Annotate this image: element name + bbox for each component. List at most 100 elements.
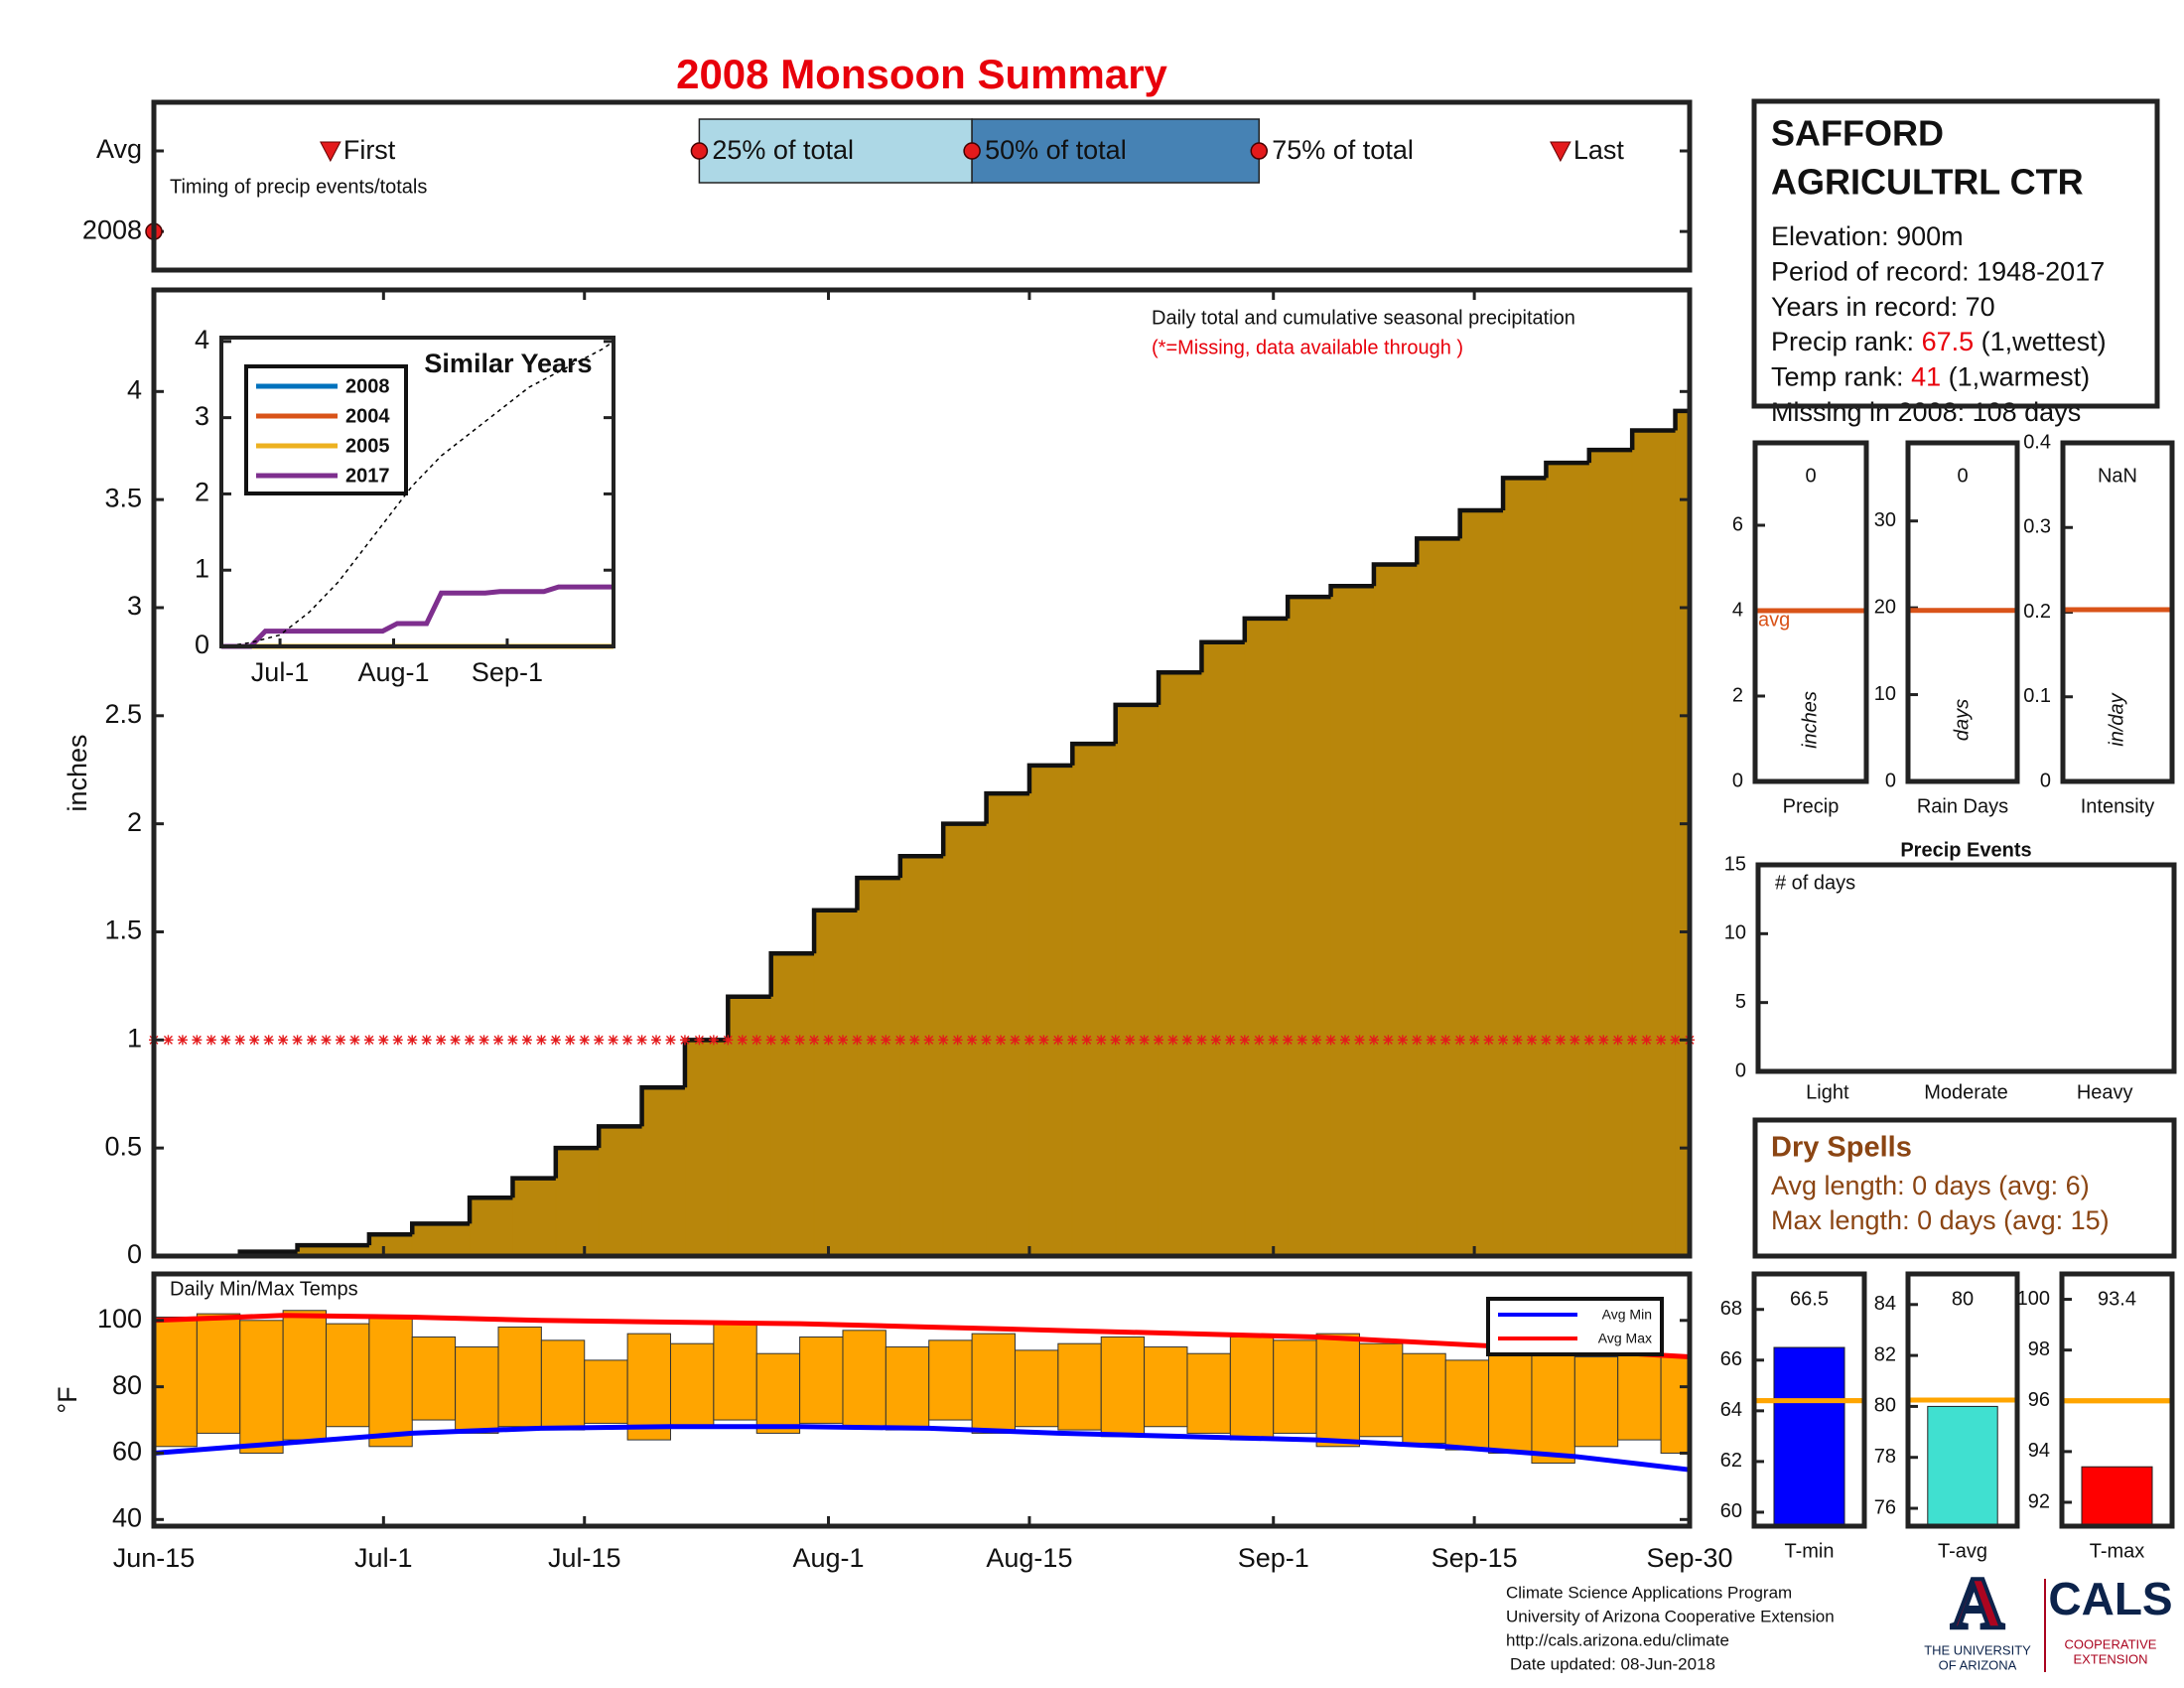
y-tick-label: 40	[112, 1502, 142, 1532]
value-label: 93.4	[2098, 1288, 2136, 1310]
dry-spells-line: Max length: 0 days (avg: 15)	[1771, 1205, 2110, 1235]
temp-range-bar	[497, 1326, 542, 1428]
missing-marker	[1469, 1035, 1480, 1046]
cumulative-area	[1416, 537, 1461, 1257]
station-line: Period of record: 1948-2017	[1771, 257, 2105, 287]
x-tick-label: Light	[1806, 1081, 1849, 1103]
missing-marker	[1325, 1035, 1336, 1046]
step-edge	[1113, 702, 1160, 745]
y-tick-label: 84	[1874, 1293, 1896, 1315]
missing-marker	[492, 1035, 503, 1046]
missing-marker	[651, 1035, 662, 1046]
temp-range-bar	[1229, 1336, 1275, 1441]
y-tick-label: 66	[1720, 1348, 1742, 1370]
station-line: Temp rank: 41 (1,warmest)	[1771, 362, 2090, 392]
y-tick-label: 64	[1720, 1399, 1742, 1421]
missing-marker	[1598, 1035, 1609, 1046]
missing-marker	[866, 1035, 877, 1046]
y-tick-label: 3.5	[104, 483, 142, 512]
y-tick-label: 1	[195, 553, 209, 583]
x-tick-label: Moderate	[1924, 1081, 2008, 1103]
y-tick-label: 98	[2028, 1338, 2050, 1360]
missing-marker	[780, 1035, 791, 1046]
missing-marker	[1641, 1035, 1652, 1046]
station-text: Period of record: 1948-2017	[1771, 257, 2105, 287]
step-edge	[1371, 562, 1418, 587]
missing-marker	[1670, 1035, 1681, 1046]
temp-range-bar	[1057, 1342, 1102, 1431]
y-axis-label: days	[1951, 699, 1973, 741]
panel-frame	[151, 1271, 1693, 1529]
y-tick-label: 0	[2040, 770, 2051, 791]
y-tick-label: 92	[2028, 1490, 2050, 1512]
missing-marker	[192, 1035, 203, 1046]
missing-marker	[1570, 1035, 1580, 1046]
y-tick-label: 4	[127, 374, 142, 404]
panel-note: Timing of precip events/totals	[170, 176, 427, 198]
step-edge	[639, 1084, 685, 1127]
missing-marker	[450, 1035, 461, 1046]
missing-marker	[321, 1035, 332, 1046]
station-text: Temp rank:	[1771, 362, 1911, 392]
cumulative-area	[411, 1222, 471, 1257]
step-edge	[855, 875, 900, 911]
missing-marker	[708, 1035, 719, 1046]
missing-marker	[923, 1035, 934, 1046]
legend-label: 2004	[345, 405, 390, 427]
missing-marker	[996, 1035, 1007, 1046]
marker-label: 75% of total	[1272, 135, 1414, 165]
step-edge	[1328, 583, 1374, 598]
bar	[1773, 1346, 1845, 1527]
cumulative-area	[368, 1233, 413, 1257]
temp-range-bar	[1531, 1349, 1575, 1464]
missing-marker	[1268, 1035, 1279, 1046]
missing-marker	[263, 1035, 274, 1046]
missing-marker	[1368, 1035, 1379, 1046]
missing-marker	[751, 1035, 762, 1046]
panel-frame	[2060, 440, 2175, 784]
missing-marker	[1526, 1035, 1537, 1046]
missing-marker	[1512, 1035, 1523, 1046]
missing-marker	[1254, 1035, 1265, 1046]
missing-marker	[938, 1035, 949, 1046]
panel-frame	[151, 287, 1693, 1259]
station-box	[1751, 98, 2160, 409]
station-name: AGRICULTRL CTR	[1771, 162, 2084, 203]
y-tick-label: 68	[1720, 1298, 1742, 1320]
y-tick-label: 6	[1732, 513, 1743, 535]
missing-marker	[694, 1035, 705, 1046]
temp-range-bar	[239, 1320, 284, 1454]
y-tick-label: 10	[1874, 683, 1896, 705]
legend-label: Avg Max	[1598, 1331, 1652, 1346]
missing-marker	[894, 1035, 905, 1046]
missing-marker	[837, 1035, 848, 1046]
missing-marker	[1583, 1035, 1594, 1046]
y-tick-label: 4	[1732, 599, 1743, 621]
missing-marker	[881, 1035, 891, 1046]
y-tick-label: 96	[2028, 1389, 2050, 1411]
logo-extension: EXTENSION	[2073, 1651, 2147, 1666]
x-tick-label: Jul-15	[548, 1543, 621, 1573]
y-tick-label: 2	[195, 478, 209, 507]
logo-cals: CALS	[2048, 1573, 2172, 1624]
cumulative-area	[469, 1196, 513, 1257]
x-tick-label: Sep-1	[1238, 1543, 1309, 1573]
missing-marker	[1541, 1035, 1552, 1046]
missing-marker	[1052, 1035, 1063, 1046]
y-tick-label: Avg	[96, 134, 142, 164]
missing-marker	[565, 1035, 576, 1046]
step-edge	[1629, 428, 1676, 451]
temp-range-bar	[799, 1336, 844, 1424]
y-tick-label: 15	[1724, 853, 1746, 875]
station-text: (1,wettest)	[1974, 327, 2107, 356]
y-tick-label: 4	[195, 325, 209, 354]
step-edge	[409, 1221, 471, 1235]
missing-marker	[622, 1035, 633, 1046]
y-tick-label: 20	[1874, 596, 1896, 618]
annotation-note: (*=Missing, data available through )	[1152, 337, 1463, 358]
step-edge	[467, 1195, 513, 1224]
missing-marker	[1081, 1035, 1092, 1046]
temp-range-bar	[196, 1313, 241, 1434]
missing-marker	[478, 1035, 489, 1046]
missing-marker	[636, 1035, 647, 1046]
